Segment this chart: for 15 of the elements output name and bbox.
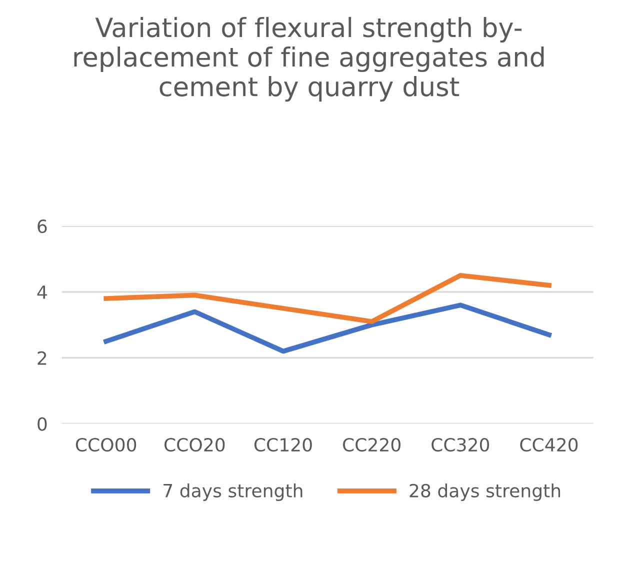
y-tick-label: 4 — [37, 286, 47, 299]
line-series — [104, 273, 552, 324]
x-tick-label: CC120 — [254, 438, 312, 452]
x-tick-label: CCO20 — [164, 438, 225, 452]
y-tick-label: 6 — [38, 219, 47, 234]
legend-label: 28 days strength — [410, 484, 560, 501]
line-series — [104, 302, 552, 354]
y-tick-label: 0 — [38, 417, 47, 431]
x-tick-label: CC220 — [343, 438, 400, 452]
x-tick-label: CC320 — [432, 438, 490, 452]
y-tick-label: 2 — [38, 351, 46, 365]
chart-title: Variation of flexural strength by- replacement of fine aggregates and cement by quarry dust — [74, 16, 544, 102]
legend-label: 7 days strength — [164, 484, 302, 501]
x-tick-label: CCO00 — [76, 438, 136, 452]
x-tick-label: CC420 — [520, 438, 578, 452]
